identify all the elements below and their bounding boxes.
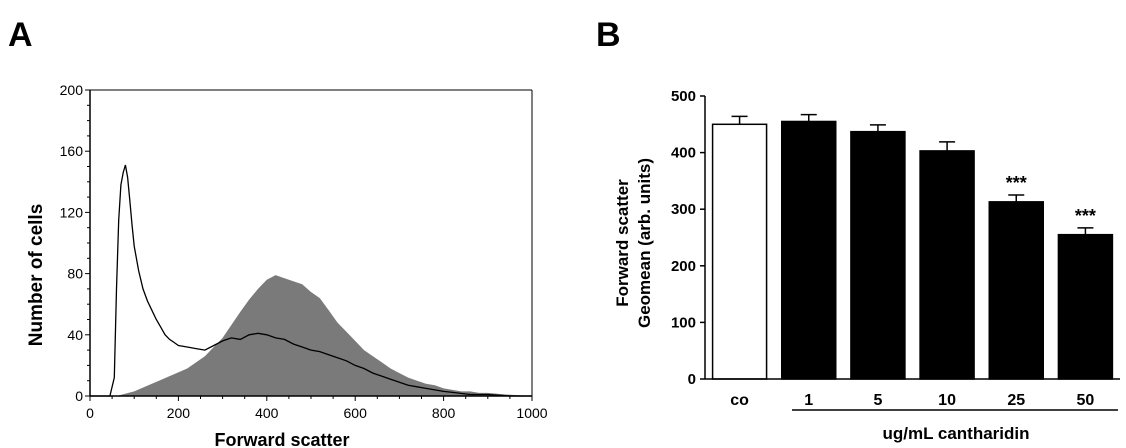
category-label: co [730,392,749,409]
category-label: 25 [1007,392,1025,409]
histogram-y-tick-label: 200 [60,82,84,98]
histogram-x-tick-label: 200 [167,405,191,421]
significance-label: *** [1006,173,1027,193]
histogram-y-tick-label: 120 [60,204,84,220]
histogram-y-tick-label: 80 [67,266,83,282]
significance-label: *** [1075,206,1096,226]
histogram-x-axis-label: Forward scatter [214,430,349,448]
histogram-series-1-filled [90,275,532,396]
category-label: 5 [873,392,882,409]
histogram-x-tick-label: 400 [255,405,279,421]
bar-y-tick-label: 500 [671,88,696,105]
bar-y-tick-label: 300 [671,201,696,218]
bar-x-axis-label: ug/mL cantharidin [882,424,1029,443]
bar-y-tick-label: 200 [671,258,696,275]
category-label: 10 [938,392,956,409]
bar [919,150,975,380]
bar [711,123,768,380]
histogram-x-tick-label: 600 [344,405,368,421]
histogram-x-tick-label: 1000 [516,405,547,421]
bar [850,130,906,380]
bar-y-tick-label: 100 [671,314,696,331]
bar-y-axis-label-line-1: Forward scatter [613,179,632,307]
category-label: 50 [1077,392,1095,409]
histogram-y-axis-label: Number of cells [26,204,47,347]
histogram-y-tick-label: 0 [75,388,83,404]
bar-y-tick-label: 400 [671,145,696,162]
histogram-series-0-outline [90,164,532,397]
panel-letter-a: A [8,16,33,54]
histogram-x-tick-label: 0 [86,405,94,421]
histogram-axes: 0 40 80 120 160 200 0 200 400 600 800 1000 [60,82,548,421]
panel-letter-b: B [596,16,621,54]
bar [988,201,1044,380]
bar-y-tick-label: 0 [688,371,696,388]
bar-series: *** *** [711,113,1114,380]
bar [781,120,837,380]
histogram-series [90,164,532,397]
bar-y-axis-label-line-2: Geomean (arb. units) [635,158,654,328]
histogram-x-tick-label: 800 [432,405,456,421]
category-label: 1 [804,392,813,409]
histogram-chart: 0 40 80 120 160 200 0 200 400 600 800 1000 Forward … [26,82,548,448]
histogram-y-tick-label: 160 [60,143,84,159]
histogram-y-tick-label: 40 [67,327,83,343]
bar [1057,233,1114,380]
